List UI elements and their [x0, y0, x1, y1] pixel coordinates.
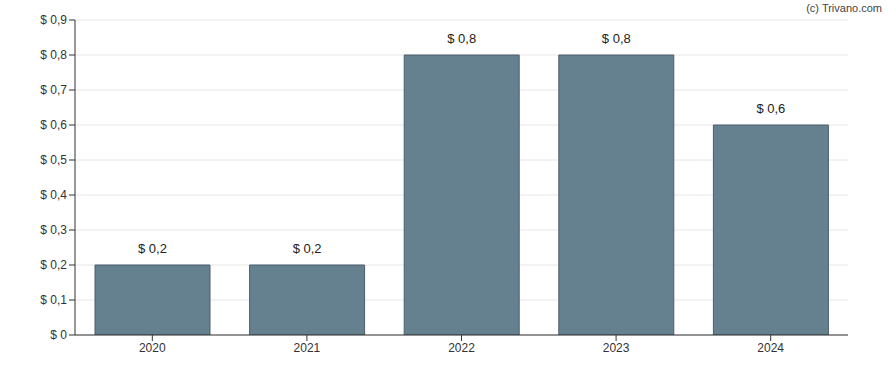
- svg-text:$ 0,3: $ 0,3: [40, 223, 67, 237]
- svg-text:$ 0,8: $ 0,8: [40, 48, 67, 62]
- svg-text:2020: 2020: [139, 341, 166, 355]
- svg-text:2022: 2022: [448, 341, 475, 355]
- svg-text:2021: 2021: [294, 341, 321, 355]
- svg-text:$ 0,9: $ 0,9: [40, 13, 67, 27]
- svg-text:$ 0,1: $ 0,1: [40, 293, 67, 307]
- svg-text:2023: 2023: [603, 341, 630, 355]
- svg-text:$ 0,6: $ 0,6: [40, 118, 67, 132]
- svg-text:$ 0,2: $ 0,2: [293, 241, 322, 256]
- svg-text:$ 0,4: $ 0,4: [40, 188, 67, 202]
- svg-text:2024: 2024: [757, 341, 784, 355]
- svg-text:$ 0,7: $ 0,7: [40, 83, 67, 97]
- svg-text:$ 0,2: $ 0,2: [40, 258, 67, 272]
- svg-text:$ 0,2: $ 0,2: [138, 241, 167, 256]
- svg-text:$ 0,6: $ 0,6: [756, 101, 785, 116]
- svg-text:$ 0,8: $ 0,8: [602, 31, 631, 46]
- svg-text:$ 0: $ 0: [50, 328, 67, 342]
- svg-text:$ 0,5: $ 0,5: [40, 153, 67, 167]
- svg-text:$ 0,8: $ 0,8: [447, 31, 476, 46]
- html-text:(c) Trivano.com: (c) Trivano.com: [806, 2, 882, 14]
